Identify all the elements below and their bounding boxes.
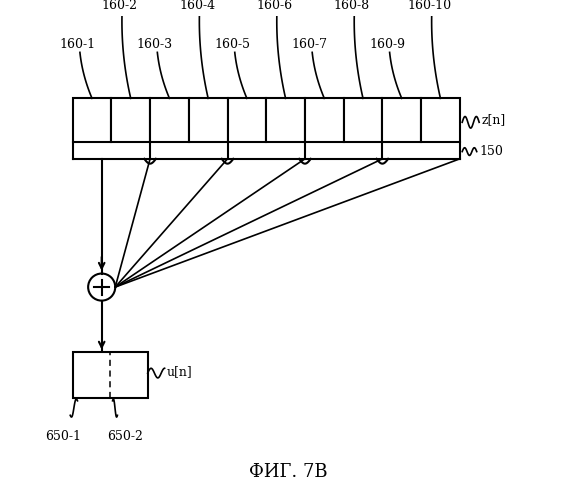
Bar [421,98,460,142]
Text: 160-2: 160-2 [101,0,138,12]
Text: ФИГ. 7В: ФИГ. 7В [249,462,327,480]
Text: 160-10: 160-10 [407,0,452,12]
Text: 160-6: 160-6 [256,0,293,12]
Bar [305,98,344,142]
Text: 650-1: 650-1 [45,430,81,443]
Text: z[n]: z[n] [482,114,506,126]
Text: u[n]: u[n] [167,365,193,378]
Text: 650-2: 650-2 [107,430,143,443]
Bar [344,98,382,142]
Bar [266,98,305,142]
Bar [150,98,189,142]
Bar [382,98,421,142]
Bar [73,98,111,142]
Bar [228,98,266,142]
Text: 160-8: 160-8 [334,0,370,12]
Text: 160-3: 160-3 [137,38,173,51]
Bar [73,352,147,399]
Text: 160-7: 160-7 [292,38,328,51]
Text: 160-9: 160-9 [369,38,405,51]
Text: 150: 150 [479,145,503,158]
Text: 160-1: 160-1 [59,38,96,51]
Text: 160-5: 160-5 [214,38,251,51]
Bar [111,98,150,142]
Bar [189,98,228,142]
Text: 160-4: 160-4 [179,0,215,12]
